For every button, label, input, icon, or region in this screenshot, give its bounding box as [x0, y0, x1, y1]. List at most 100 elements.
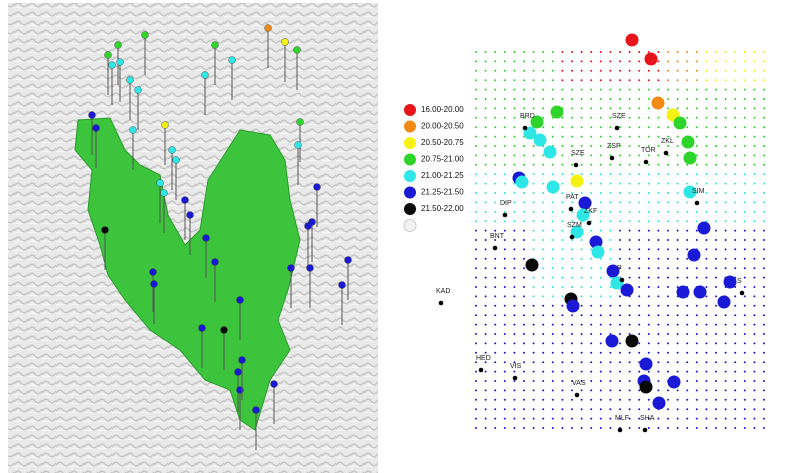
grid-dot — [725, 361, 727, 363]
grid-dot — [581, 89, 583, 91]
grid-dot — [533, 352, 535, 354]
grid-dot — [638, 352, 640, 354]
grid-dot — [677, 154, 679, 156]
site-circle — [718, 296, 731, 309]
grid-dot — [648, 408, 650, 410]
grid-dot — [734, 136, 736, 138]
grid-dot — [715, 427, 717, 429]
grid-dot — [648, 295, 650, 297]
grid-dot — [677, 248, 679, 250]
grid-dot — [619, 98, 621, 100]
grid-dot — [552, 361, 554, 363]
site-circle — [640, 358, 653, 371]
station-dot — [664, 151, 669, 156]
grid-dot — [571, 89, 573, 91]
grid-dot — [609, 211, 611, 213]
grid-dot — [753, 371, 755, 373]
grid-dot — [677, 427, 679, 429]
grid-dot — [734, 126, 736, 128]
grid-dot — [715, 267, 717, 269]
grid-dot — [485, 342, 487, 344]
grid-dot — [744, 267, 746, 269]
grid-dot — [513, 126, 515, 128]
grid-dot — [753, 399, 755, 401]
grid-dot — [715, 117, 717, 119]
legend-label: 20.75-21.00 — [421, 155, 464, 164]
grid-dot — [504, 352, 506, 354]
grid-dot — [667, 51, 669, 53]
grid-dot — [504, 267, 506, 269]
grid-dot — [725, 230, 727, 232]
grid-dot — [705, 427, 707, 429]
grid-dot — [590, 60, 592, 62]
grid-dot — [609, 286, 611, 288]
legend-swatch — [404, 137, 416, 149]
grid-dot — [533, 173, 535, 175]
grid-dot — [523, 201, 525, 203]
grid-dot — [533, 89, 535, 91]
site-circle — [544, 146, 557, 159]
grid-dot — [744, 126, 746, 128]
grid-dot — [485, 389, 487, 391]
station-label: SZM — [567, 222, 582, 229]
grid-dot — [638, 60, 640, 62]
grid-dot — [667, 314, 669, 316]
station-label: BNT — [490, 233, 505, 240]
grid-dot — [744, 183, 746, 185]
grid-dot — [763, 136, 765, 138]
grid-dot — [657, 89, 659, 91]
pin-head — [271, 381, 278, 388]
site-circle — [621, 284, 634, 297]
grid-dot — [648, 399, 650, 401]
grid-dot — [753, 342, 755, 344]
grid-dot — [552, 51, 554, 53]
station-dot — [575, 393, 580, 398]
grid-dot — [485, 220, 487, 222]
grid-dot — [686, 418, 688, 420]
grid-dot — [561, 51, 563, 53]
grid-dot — [715, 342, 717, 344]
grid-dot — [715, 258, 717, 260]
grid-dot — [753, 98, 755, 100]
grid-dot — [657, 286, 659, 288]
grid-dot — [523, 267, 525, 269]
grid-dot — [561, 154, 563, 156]
grid-dot — [581, 51, 583, 53]
grid-dot — [561, 408, 563, 410]
grid-dot — [657, 239, 659, 241]
grid-dot — [629, 389, 631, 391]
grid-dot — [648, 211, 650, 213]
grid-dot — [715, 333, 717, 335]
grid-dot — [533, 211, 535, 213]
grid-dot — [667, 70, 669, 72]
grid-dot — [629, 239, 631, 241]
grid-dot — [667, 295, 669, 297]
grid-dot — [629, 60, 631, 62]
grid-dot — [494, 333, 496, 335]
grid-dot — [629, 211, 631, 213]
grid-dot — [638, 305, 640, 307]
grid-dot — [686, 126, 688, 128]
grid-dot — [561, 79, 563, 81]
grid-dot — [475, 286, 477, 288]
grid-dot — [494, 117, 496, 119]
grid-dot — [609, 305, 611, 307]
grid-dot — [725, 154, 727, 156]
grid-dot — [677, 201, 679, 203]
grid-dot — [763, 145, 765, 147]
grid-dot — [542, 98, 544, 100]
grid-dot — [629, 380, 631, 382]
grid-dot — [485, 136, 487, 138]
grid-dot — [648, 70, 650, 72]
grid-dot — [667, 324, 669, 326]
grid-dot — [657, 389, 659, 391]
grid-dot — [561, 117, 563, 119]
grid-dot — [638, 314, 640, 316]
grid-dot — [648, 183, 650, 185]
grid-dot — [753, 51, 755, 53]
grid-dot — [657, 192, 659, 194]
grid-dot — [629, 51, 631, 53]
grid-dot — [504, 427, 506, 429]
station-label: MLF — [615, 415, 629, 422]
legend-label: 21.25-21.50 — [421, 188, 464, 197]
